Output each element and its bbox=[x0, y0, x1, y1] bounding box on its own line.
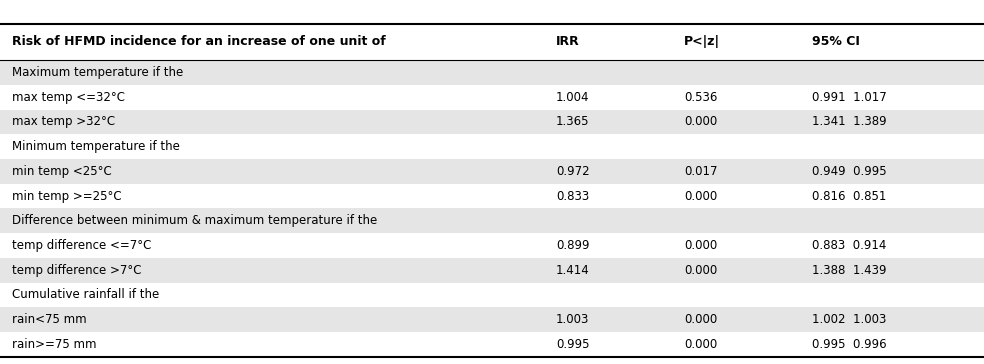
Text: 0.816  0.851: 0.816 0.851 bbox=[812, 190, 887, 202]
Text: 0.899: 0.899 bbox=[556, 239, 589, 252]
Text: 1.388  1.439: 1.388 1.439 bbox=[812, 264, 887, 277]
Bar bbox=[0, 307, 984, 332]
Text: 0.000: 0.000 bbox=[684, 190, 717, 202]
Text: 0.017: 0.017 bbox=[684, 165, 717, 178]
Text: min temp <25°C: min temp <25°C bbox=[12, 165, 111, 178]
Text: min temp >=25°C: min temp >=25°C bbox=[12, 190, 121, 202]
Bar bbox=[0, 110, 984, 134]
Text: 0.991  1.017: 0.991 1.017 bbox=[812, 91, 887, 104]
Text: Difference between minimum & maximum temperature if the: Difference between minimum & maximum tem… bbox=[12, 214, 377, 227]
Text: 0.995: 0.995 bbox=[556, 338, 589, 351]
Text: 1.365: 1.365 bbox=[556, 115, 589, 128]
Text: 1.002  1.003: 1.002 1.003 bbox=[812, 313, 887, 326]
Text: Minimum temperature if the: Minimum temperature if the bbox=[12, 140, 180, 153]
Bar bbox=[0, 159, 984, 184]
Text: 0.949  0.995: 0.949 0.995 bbox=[812, 165, 887, 178]
Text: 1.341  1.389: 1.341 1.389 bbox=[812, 115, 887, 128]
Text: 0.000: 0.000 bbox=[684, 239, 717, 252]
Text: rain<75 mm: rain<75 mm bbox=[12, 313, 87, 326]
Text: P<|z|: P<|z| bbox=[684, 35, 720, 48]
Text: max temp <=32°C: max temp <=32°C bbox=[12, 91, 125, 104]
Bar bbox=[0, 208, 984, 233]
Text: 0.883  0.914: 0.883 0.914 bbox=[812, 239, 887, 252]
Text: 1.414: 1.414 bbox=[556, 264, 589, 277]
Text: 0.972: 0.972 bbox=[556, 165, 589, 178]
Bar bbox=[0, 60, 984, 85]
Text: max temp >32°C: max temp >32°C bbox=[12, 115, 115, 128]
Text: rain>=75 mm: rain>=75 mm bbox=[12, 338, 96, 351]
Bar bbox=[0, 258, 984, 282]
Text: Maximum temperature if the: Maximum temperature if the bbox=[12, 66, 183, 79]
Text: 0.536: 0.536 bbox=[684, 91, 717, 104]
Text: IRR: IRR bbox=[556, 35, 580, 48]
Text: 0.000: 0.000 bbox=[684, 338, 717, 351]
Text: 0.833: 0.833 bbox=[556, 190, 589, 202]
Text: temp difference <=7°C: temp difference <=7°C bbox=[12, 239, 152, 252]
Text: 0.000: 0.000 bbox=[684, 313, 717, 326]
Text: Cumulative rainfall if the: Cumulative rainfall if the bbox=[12, 288, 159, 301]
Text: 0.000: 0.000 bbox=[684, 115, 717, 128]
Text: 0.995  0.996: 0.995 0.996 bbox=[812, 338, 887, 351]
Text: 1.003: 1.003 bbox=[556, 313, 589, 326]
Text: temp difference >7°C: temp difference >7°C bbox=[12, 264, 142, 277]
Text: Risk of HFMD incidence for an increase of one unit of: Risk of HFMD incidence for an increase o… bbox=[12, 35, 386, 48]
Text: 0.000: 0.000 bbox=[684, 264, 717, 277]
Text: 1.004: 1.004 bbox=[556, 91, 589, 104]
Text: 95% CI: 95% CI bbox=[812, 35, 860, 48]
